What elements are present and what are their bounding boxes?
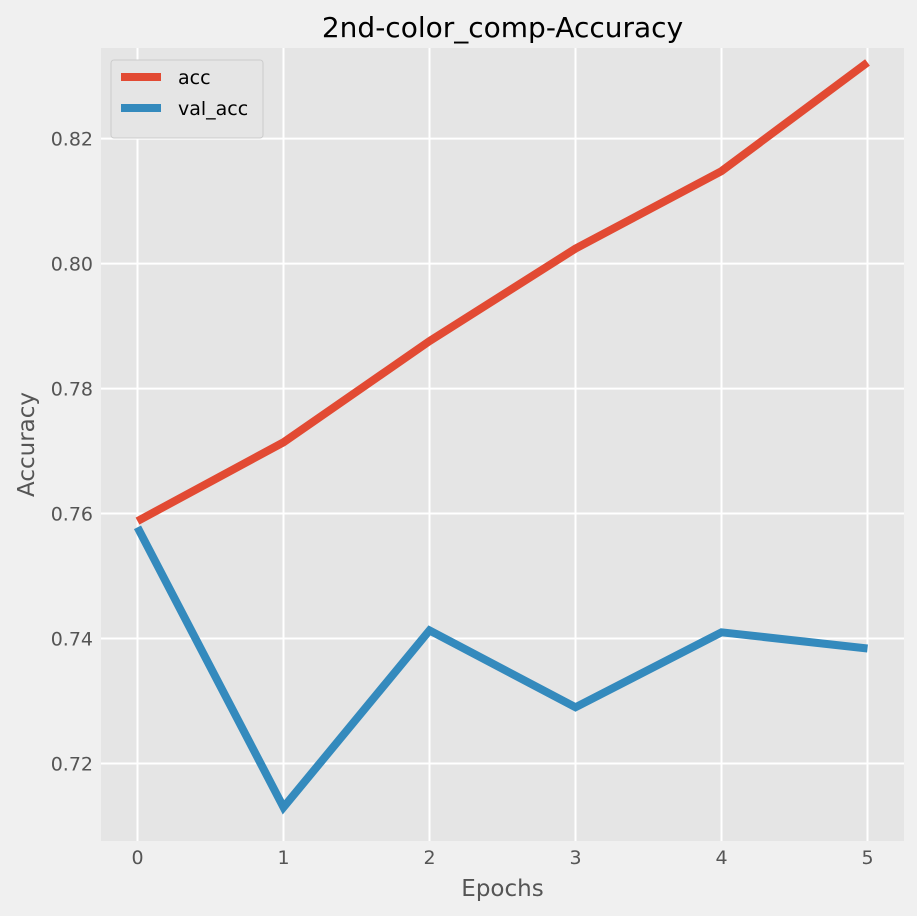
legend-label: val_acc: [178, 98, 248, 120]
axis-ticks: 0 1 2 3 4 5 0.72 0.74 0.76 0.78 0.80 0.82: [51, 129, 874, 869]
x-axis-label: Epochs: [461, 876, 543, 902]
series-lines: [133, 59, 870, 815]
y-tick-label: 0.78: [51, 379, 93, 401]
y-tick-label: 0.74: [51, 629, 93, 651]
y-tick-label: 0.76: [51, 504, 93, 526]
x-tick-label: 0: [131, 847, 143, 869]
x-tick-label: 5: [861, 847, 873, 869]
y-tick-label: 0.80: [51, 254, 93, 276]
x-tick-label: 3: [569, 847, 581, 869]
plot-area: [101, 48, 904, 841]
y-tick-label: 0.82: [51, 129, 93, 151]
series-line-val-acc: [133, 525, 868, 815]
y-tick-label: 0.72: [51, 754, 93, 776]
x-tick-label: 2: [423, 847, 435, 869]
legend-label: acc: [178, 67, 211, 89]
legend: acc val_acc: [110, 59, 264, 139]
x-tick-label: 4: [715, 847, 727, 869]
x-tick-label: 1: [277, 847, 289, 869]
chart-title: 2nd-color_comp-Accuracy: [322, 11, 683, 44]
y-axis-label: Accuracy: [14, 392, 40, 497]
series-line-acc: [135, 59, 870, 525]
